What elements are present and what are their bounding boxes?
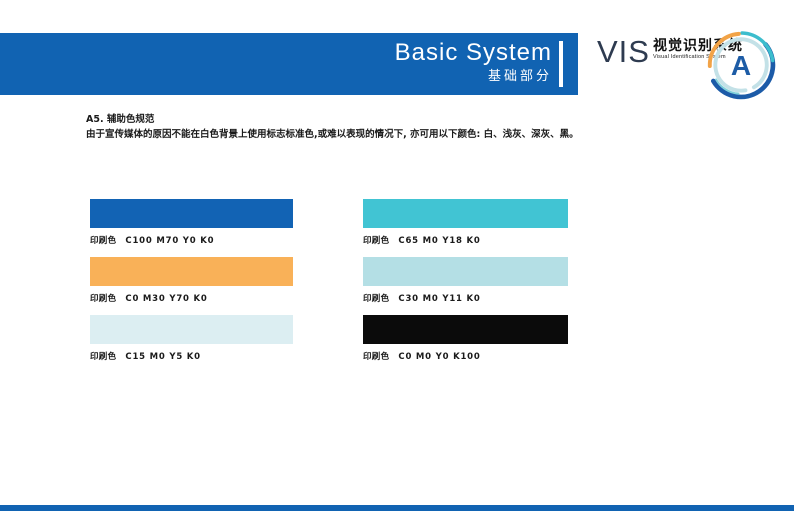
brand-logo-icon: A xyxy=(701,26,781,104)
swatch-label-type: 印刷色 xyxy=(90,352,117,362)
swatch-cell: 印刷色 C65 M0 Y18 K0 xyxy=(363,199,568,257)
swatch-cmyk-value: C15 M0 Y5 K0 xyxy=(125,352,201,362)
swatch-cell: 印刷色 C100 M70 Y0 K0 xyxy=(90,199,293,257)
logo-arc-cyan xyxy=(740,31,775,63)
section-title: A5. 辅助色规范 xyxy=(86,114,155,125)
color-swatch-grid: 印刷色 C100 M70 Y0 K0 印刷色 C65 M0 Y18 K0 印刷色 C0… xyxy=(90,199,568,373)
header-bar: Basic System 基础部分 xyxy=(0,33,578,95)
swatch-label-type: 印刷色 xyxy=(363,294,390,304)
swatch-label: 印刷色 C15 M0 Y5 K0 xyxy=(90,350,293,362)
logo-arc-orange xyxy=(707,31,741,69)
logo-arc-pale xyxy=(713,37,769,93)
color-swatch-orange xyxy=(90,257,293,286)
swatch-label: 印刷色 C65 M0 Y18 K0 xyxy=(363,234,568,246)
logo-arc-thin-cyan xyxy=(715,78,740,95)
vis-wordmark: VIS xyxy=(597,34,650,69)
swatch-label: 印刷色 C0 M30 Y70 K0 xyxy=(90,292,293,304)
swatch-cell: 印刷色 C0 M30 Y70 K0 xyxy=(90,257,293,315)
swatch-cell: 印刷色 C15 M0 Y5 K0 xyxy=(90,315,293,373)
page-title: Basic System xyxy=(394,39,552,66)
footer-bar xyxy=(0,505,794,511)
swatch-label-type: 印刷色 xyxy=(363,352,390,362)
swatch-label-type: 印刷色 xyxy=(90,294,117,304)
swatch-label: 印刷色 C0 M0 Y0 K100 xyxy=(363,350,568,362)
color-swatch-lightblue xyxy=(363,257,568,286)
color-swatch-black xyxy=(363,315,568,344)
swatch-cmyk-value: C30 M0 Y11 K0 xyxy=(398,294,481,304)
color-swatch-blue xyxy=(90,199,293,228)
swatch-label-type: 印刷色 xyxy=(90,236,117,246)
swatch-cell: 印刷色 C0 M0 Y0 K100 xyxy=(363,315,568,373)
swatch-cmyk-value: C65 M0 Y18 K0 xyxy=(398,236,481,246)
swatch-label: 印刷色 C100 M70 Y0 K0 xyxy=(90,234,293,246)
swatch-cmyk-value: C0 M30 Y70 K0 xyxy=(125,294,208,304)
color-swatch-cyan xyxy=(363,199,568,228)
swatch-cell: 印刷色 C30 M0 Y11 K0 xyxy=(363,257,568,315)
logo-letter: A xyxy=(731,50,751,81)
page-subtitle: 基础部分 xyxy=(487,68,552,83)
section-description: 由于宣传媒体的原因不能在白色背景上使用标志标准色,或难以表现的情况下, 亦可用以… xyxy=(86,129,579,140)
brand-logo-svg: A xyxy=(707,31,776,100)
swatch-cmyk-value: C100 M70 Y0 K0 xyxy=(125,236,215,246)
swatch-label-type: 印刷色 xyxy=(363,236,390,246)
swatch-cmyk-value: C0 M0 Y0 K100 xyxy=(398,352,481,362)
vis-name-english: Visual Identification System xyxy=(652,54,726,60)
color-swatch-palest xyxy=(90,315,293,344)
header-separator xyxy=(559,41,563,87)
swatch-label: 印刷色 C30 M0 Y11 K0 xyxy=(363,292,568,304)
header-text: Basic System 基础部分 xyxy=(395,39,552,85)
